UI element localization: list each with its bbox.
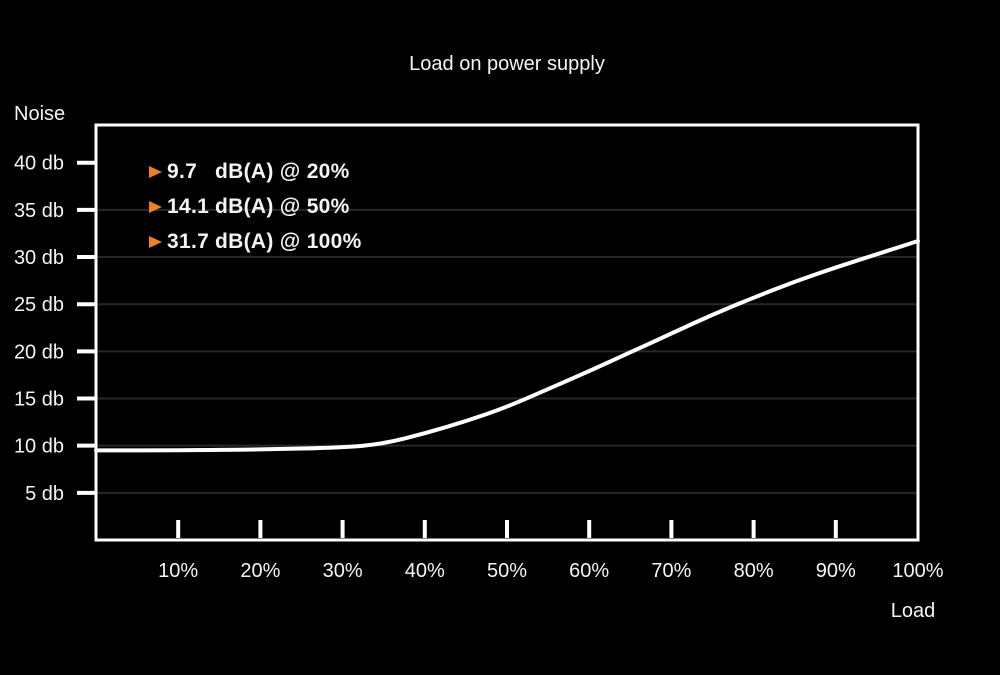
y-tick-label: 40 db: [14, 153, 64, 175]
y-tick-label: 30 db: [14, 247, 64, 269]
plot-border: [94, 123, 920, 542]
x-tick-label: 60%: [569, 560, 609, 582]
y-axis-title: Noise: [14, 103, 66, 125]
x-tick-label: 100%: [892, 560, 943, 582]
y-tick-label: 15 db: [14, 389, 64, 411]
x-tick-label: 50%: [487, 560, 527, 582]
arrow-right-icon: [149, 200, 162, 213]
legend-value: 31.7: [167, 229, 210, 253]
legend-label: dB(A) @ 50%: [215, 194, 350, 218]
legend-value: 14.1: [167, 194, 210, 218]
x-tick-label: 80%: [734, 560, 774, 582]
legend-item: 14.1 dB(A) @ 50%: [149, 189, 362, 224]
x-tick-label: 90%: [816, 560, 856, 582]
x-tick-label: 10%: [158, 560, 198, 582]
legend-item: 31.7 dB(A) @ 100%: [149, 224, 362, 259]
y-tick-label: 10 db: [14, 436, 64, 458]
y-tick-label: 25 db: [14, 294, 64, 316]
x-tick-label: 40%: [405, 560, 445, 582]
y-tick-label: 5 db: [25, 483, 64, 505]
arrow-right-icon: [149, 235, 162, 248]
arrow-right-icon: [149, 165, 162, 178]
chart-title: Load on power supply: [409, 53, 605, 75]
legend-label: dB(A) @ 20%: [215, 159, 350, 183]
y-tick-label: 20 db: [14, 341, 64, 363]
legend-value: 9.7: [167, 159, 198, 183]
noise-curve: [94, 239, 920, 453]
x-tick-label: 30%: [323, 560, 363, 582]
x-axis-title: Load: [890, 600, 936, 622]
x-tick-label: 70%: [651, 560, 691, 582]
legend: 9.7 dB(A) @ 20% 14.1 dB(A) @ 50% 31.7 dB(A) @…: [149, 154, 362, 259]
y-tick-label: 35 db: [14, 200, 64, 222]
legend-item: 9.7 dB(A) @ 20%: [149, 154, 362, 189]
legend-label: dB(A) @ 100%: [215, 229, 362, 253]
x-tick-label: 20%: [240, 560, 280, 582]
